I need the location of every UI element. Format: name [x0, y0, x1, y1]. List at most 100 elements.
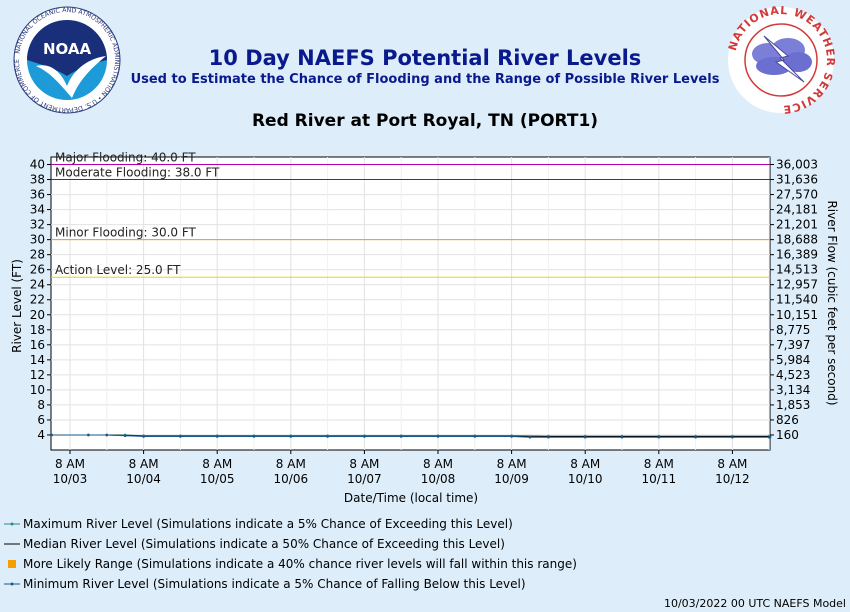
series-lines: [50, 433, 772, 439]
y2-tick-label: 18,688: [776, 233, 818, 247]
y2-tick-label: 31,636: [776, 173, 818, 187]
noaa-logo: NATIONAL OCEANIC AND ATMOSPHERIC ADMINIS…: [13, 6, 121, 114]
data-point-minimum: [215, 435, 219, 438]
data-point-minimum: [363, 435, 366, 438]
data-point-minimum: [179, 435, 182, 438]
y2-tick-label: 160: [776, 428, 799, 442]
legend-item-maximum: Maximum River Level (Simulations indicat…: [4, 515, 513, 533]
data-point-minimum: [289, 435, 293, 438]
y2-axis: 1608261,8533,1344,5235,9847,3978,77510,1…: [770, 158, 818, 442]
y-tick-label: 30: [30, 233, 45, 247]
x-tick-date: 10/06: [274, 472, 309, 486]
y2-tick-label: 3,134: [776, 383, 810, 397]
x-tick-date: 10/10: [568, 472, 603, 486]
x-tick-date: 10/11: [642, 472, 677, 486]
x-tick-date: 10/08: [421, 472, 456, 486]
y2-tick-label: 24,181: [776, 203, 818, 217]
x-axis-label: Date/Time (local time): [344, 491, 478, 505]
y-axis-label: River Level (FT): [10, 259, 24, 353]
y2-tick-label: 11,540: [776, 293, 818, 307]
data-point-minimum: [583, 435, 587, 439]
y2-tick-label: 5,984: [776, 353, 810, 367]
y2-tick-label: 7,397: [776, 338, 810, 352]
legend-swatch-range: [8, 560, 16, 568]
y-tick-label: 34: [30, 203, 45, 217]
data-point-minimum: [105, 433, 109, 437]
x-tick-date: 10/07: [347, 472, 382, 486]
y-tick-label: 38: [30, 173, 45, 187]
x-tick-date: 10/03: [53, 472, 88, 486]
chart-title: 10 Day NAEFS Potential River Levels: [208, 46, 642, 70]
data-point-minimum: [510, 435, 513, 438]
y-tick-label: 20: [30, 308, 45, 322]
y-tick-label: 32: [30, 218, 45, 232]
y-tick-label: 8: [37, 398, 45, 412]
y2-tick-label: 4,523: [776, 368, 810, 382]
x-tick-date: 10/04: [126, 472, 161, 486]
plot-background: [50, 156, 771, 451]
x-tick-time: 8 AM: [129, 457, 159, 471]
legend-item-range: More Likely Range (Simulations indicate …: [4, 555, 577, 573]
y-tick-label: 18: [30, 323, 45, 337]
data-point-minimum: [768, 435, 772, 439]
legend-swatch-minimum: [4, 582, 20, 586]
y-tick-label: 36: [30, 188, 45, 202]
x-tick-time: 8 AM: [497, 457, 527, 471]
legend-item-median: Median River Level (Simulations indicate…: [4, 535, 505, 553]
data-point-minimum: [620, 435, 624, 439]
y-tick-label: 24: [30, 278, 45, 292]
x-tick-date: 10/09: [494, 472, 529, 486]
y-tick-label: 40: [30, 158, 45, 172]
data-point-minimum: [142, 435, 145, 438]
chart-subtitle: Used to Estimate the Chance of Flooding …: [130, 72, 720, 87]
data-point-minimum: [252, 435, 256, 438]
y2-tick-label: 1,853: [776, 398, 810, 412]
y2-tick-label: 826: [776, 413, 799, 427]
station-name: Red River at Port Royal, TN (PORT1): [251, 111, 599, 131]
x-tick-time: 8 AM: [644, 457, 674, 471]
model-run-footer: 10/03/2022 00 UTC NAEFS Model: [663, 597, 846, 610]
y-tick-label: 28: [30, 248, 45, 262]
noaa-logo-text: NOAA: [43, 40, 92, 58]
data-point-minimum: [87, 433, 90, 437]
legend-label-minimum: Minimum River Level (Simulations indicat…: [23, 577, 526, 591]
y2-axis-label: River Flow (cubic feet per second): [825, 200, 839, 405]
legend-item-minimum: Minimum River Level (Simulations indicat…: [4, 575, 526, 593]
y-tick-label: 6: [37, 413, 45, 427]
legend-swatch-median: [4, 543, 20, 545]
data-point-minimum: [436, 435, 440, 438]
threshold-label: Major Flooding: 40.0 FT: [55, 151, 196, 165]
y-tick-label: 4: [37, 428, 45, 442]
data-point-minimum: [399, 435, 403, 438]
y2-tick-label: 36,003: [776, 158, 818, 172]
y2-tick-label: 21,201: [776, 218, 818, 232]
x-tick-time: 8 AM: [717, 457, 747, 471]
y2-tick-label: 8,775: [776, 323, 810, 337]
x-tick-time: 8 AM: [570, 457, 600, 471]
x-tick-time: 8 AM: [55, 457, 85, 471]
data-point-minimum: [657, 435, 661, 439]
data-point-minimum: [473, 435, 477, 438]
threshold-label: Minor Flooding: 30.0 FT: [55, 226, 197, 240]
threshold-label: Action Level: 25.0 FT: [55, 263, 181, 277]
y2-tick-label: 12,957: [776, 278, 818, 292]
legend-label-range: More Likely Range (Simulations indicate …: [23, 557, 577, 571]
y-tick-label: 10: [30, 383, 45, 397]
threshold-label: Moderate Flooding: 38.0 FT: [55, 166, 220, 180]
y2-tick-label: 14,513: [776, 263, 818, 277]
data-point-minimum: [528, 435, 532, 439]
data-point-minimum: [694, 435, 697, 439]
legend-label-median: Median River Level (Simulations indicate…: [23, 537, 505, 551]
nws-logo: NATIONAL WEATHER SERVICE: [726, 6, 836, 114]
data-point-minimum: [547, 435, 550, 439]
y-tick-label: 12: [30, 368, 45, 382]
y-tick-label: 14: [30, 353, 45, 367]
data-point-minimum: [50, 433, 53, 437]
x-tick-time: 8 AM: [423, 457, 453, 471]
series-line-minimum: [51, 434, 770, 438]
y2-tick-label: 16,389: [776, 248, 818, 262]
y-tick-label: 26: [30, 263, 45, 277]
y-tick-label: 22: [30, 293, 45, 307]
